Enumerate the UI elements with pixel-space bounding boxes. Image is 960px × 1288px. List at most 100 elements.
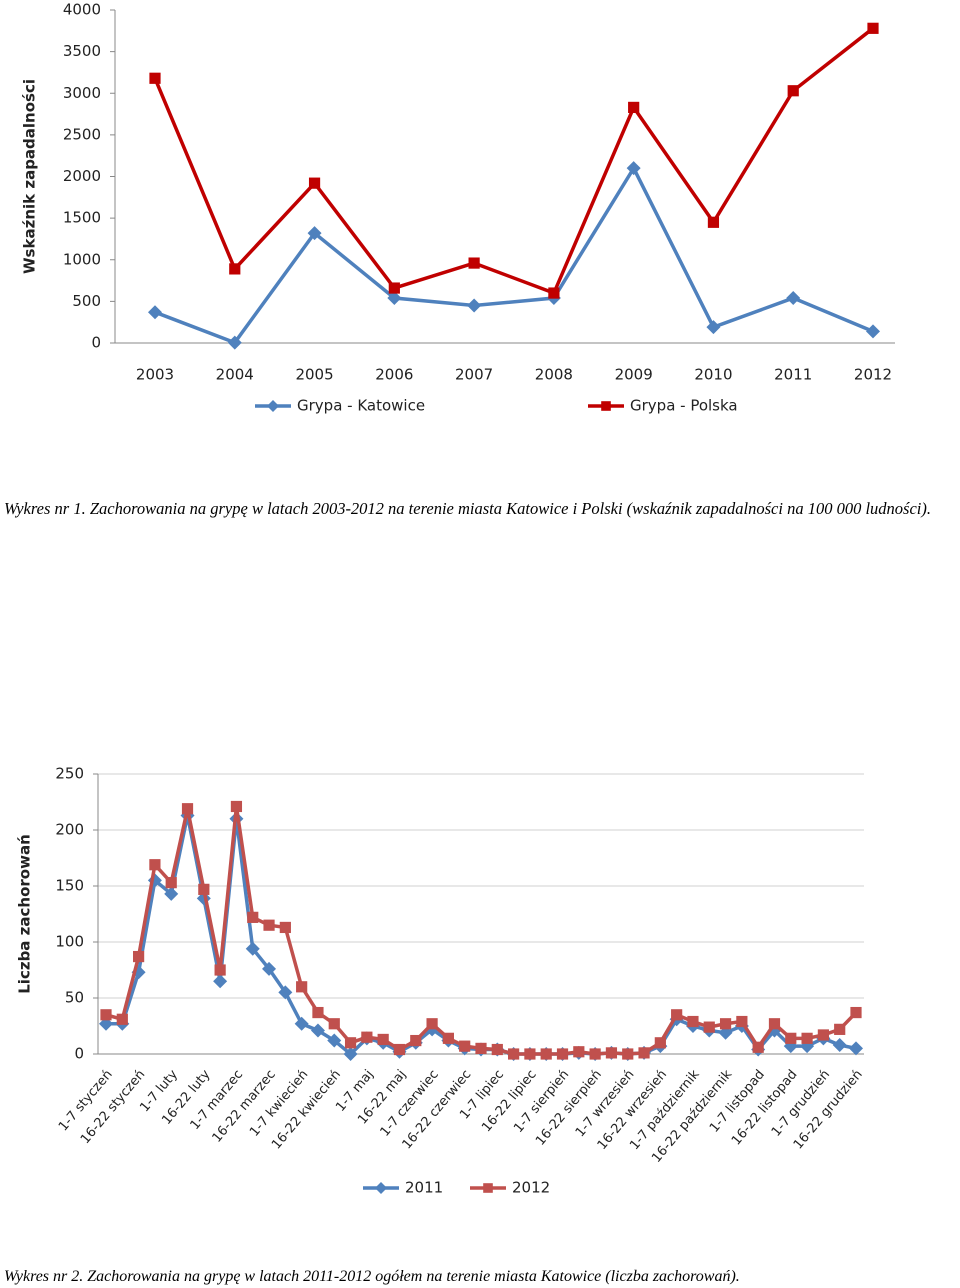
point xyxy=(556,1048,569,1060)
point xyxy=(307,226,322,241)
series-line xyxy=(153,26,875,296)
point xyxy=(387,291,402,306)
point xyxy=(294,1016,309,1031)
point xyxy=(133,950,145,963)
caption: Wykres nr 1. Zachorowania na grypę w lat… xyxy=(4,499,931,518)
point xyxy=(459,1040,471,1052)
point xyxy=(198,883,210,895)
point xyxy=(377,1033,389,1046)
point xyxy=(310,1023,325,1038)
x-tick-label: 2012 xyxy=(854,366,892,384)
point xyxy=(296,981,308,993)
point xyxy=(736,1015,748,1028)
y-tick-label: 3500 xyxy=(63,42,101,60)
point xyxy=(707,216,720,228)
x-tick-label: 2009 xyxy=(615,366,653,384)
y-tick-label: 1500 xyxy=(63,209,101,227)
point xyxy=(786,291,801,306)
y-tick-label: 200 xyxy=(55,821,84,839)
point xyxy=(213,974,228,989)
point xyxy=(100,1009,112,1021)
point xyxy=(375,1182,387,1194)
y-tick-label: 50 xyxy=(65,989,84,1007)
point xyxy=(801,1032,813,1044)
point xyxy=(850,1006,862,1019)
point xyxy=(149,859,161,871)
point xyxy=(687,1015,699,1028)
x-tick-label: 2006 xyxy=(375,366,413,384)
point xyxy=(468,257,480,269)
point xyxy=(628,101,640,114)
point xyxy=(540,1048,552,1060)
point xyxy=(508,1048,520,1060)
point xyxy=(752,1041,764,1053)
point xyxy=(718,1025,733,1040)
point xyxy=(388,282,400,294)
point xyxy=(767,1023,782,1038)
y-tick-label: 2000 xyxy=(63,167,101,185)
point xyxy=(149,72,161,84)
y-tick-label: 250 xyxy=(55,765,84,783)
point xyxy=(312,1006,324,1019)
point xyxy=(866,324,880,339)
point xyxy=(263,919,275,931)
point xyxy=(214,964,226,976)
point xyxy=(573,1046,585,1058)
y-tick-label: 0 xyxy=(74,1045,84,1063)
y-axis-label: Wskaźnik zapadalności xyxy=(21,79,39,274)
point xyxy=(278,985,293,1000)
point xyxy=(442,1032,454,1044)
point xyxy=(768,1018,781,1030)
y-tick-label: 4000 xyxy=(63,1,101,19)
point xyxy=(605,1047,618,1059)
point xyxy=(327,1033,342,1048)
caption: Wykres nr 2. Zachorowania na grypę w lat… xyxy=(4,1268,740,1285)
point xyxy=(279,921,291,934)
point xyxy=(601,401,611,411)
chart: 0 500 1000 1500 2000 2500 3000 3500 4000 Wskaźnik… xyxy=(21,1,895,415)
point xyxy=(165,877,177,889)
point xyxy=(787,85,799,97)
point xyxy=(148,305,162,320)
point xyxy=(475,1042,487,1054)
point xyxy=(227,335,242,350)
point xyxy=(483,1183,493,1193)
point xyxy=(654,1037,666,1049)
point xyxy=(867,22,879,34)
point xyxy=(785,1032,797,1044)
x-tick-label: 2011 xyxy=(774,366,812,384)
y-tick-label: 0 xyxy=(91,334,101,352)
x-tick-label: 2010 xyxy=(694,366,732,384)
series-line xyxy=(154,164,874,345)
legend-label: 2012 xyxy=(512,1179,550,1197)
point xyxy=(328,1018,340,1030)
x-tick-label: 2007 xyxy=(455,366,493,384)
x-tick-label: 2003 xyxy=(136,366,174,384)
legend-label: Grypa - Katowice xyxy=(297,397,425,415)
y-axis-label: Liczba zachorowań xyxy=(16,834,34,994)
y-tick-label: 2500 xyxy=(63,125,101,143)
point xyxy=(524,1048,536,1060)
point xyxy=(817,1029,829,1041)
y-tick-label: 150 xyxy=(55,877,84,895)
point xyxy=(164,886,179,901)
point xyxy=(344,1037,357,1049)
point xyxy=(638,1047,650,1059)
point xyxy=(267,400,279,412)
y-tick-label: 1000 xyxy=(63,250,101,268)
point xyxy=(116,1013,128,1025)
point xyxy=(426,1018,438,1030)
point xyxy=(308,177,321,189)
legend-label: Grypa - Polska xyxy=(630,397,738,415)
point xyxy=(247,911,259,923)
point xyxy=(671,1009,683,1021)
point xyxy=(181,803,194,815)
point xyxy=(410,1034,422,1047)
point xyxy=(393,1043,406,1056)
point xyxy=(849,1041,863,1056)
point xyxy=(491,1043,503,1056)
y-tick-label: 100 xyxy=(55,933,84,951)
point xyxy=(719,1018,732,1030)
